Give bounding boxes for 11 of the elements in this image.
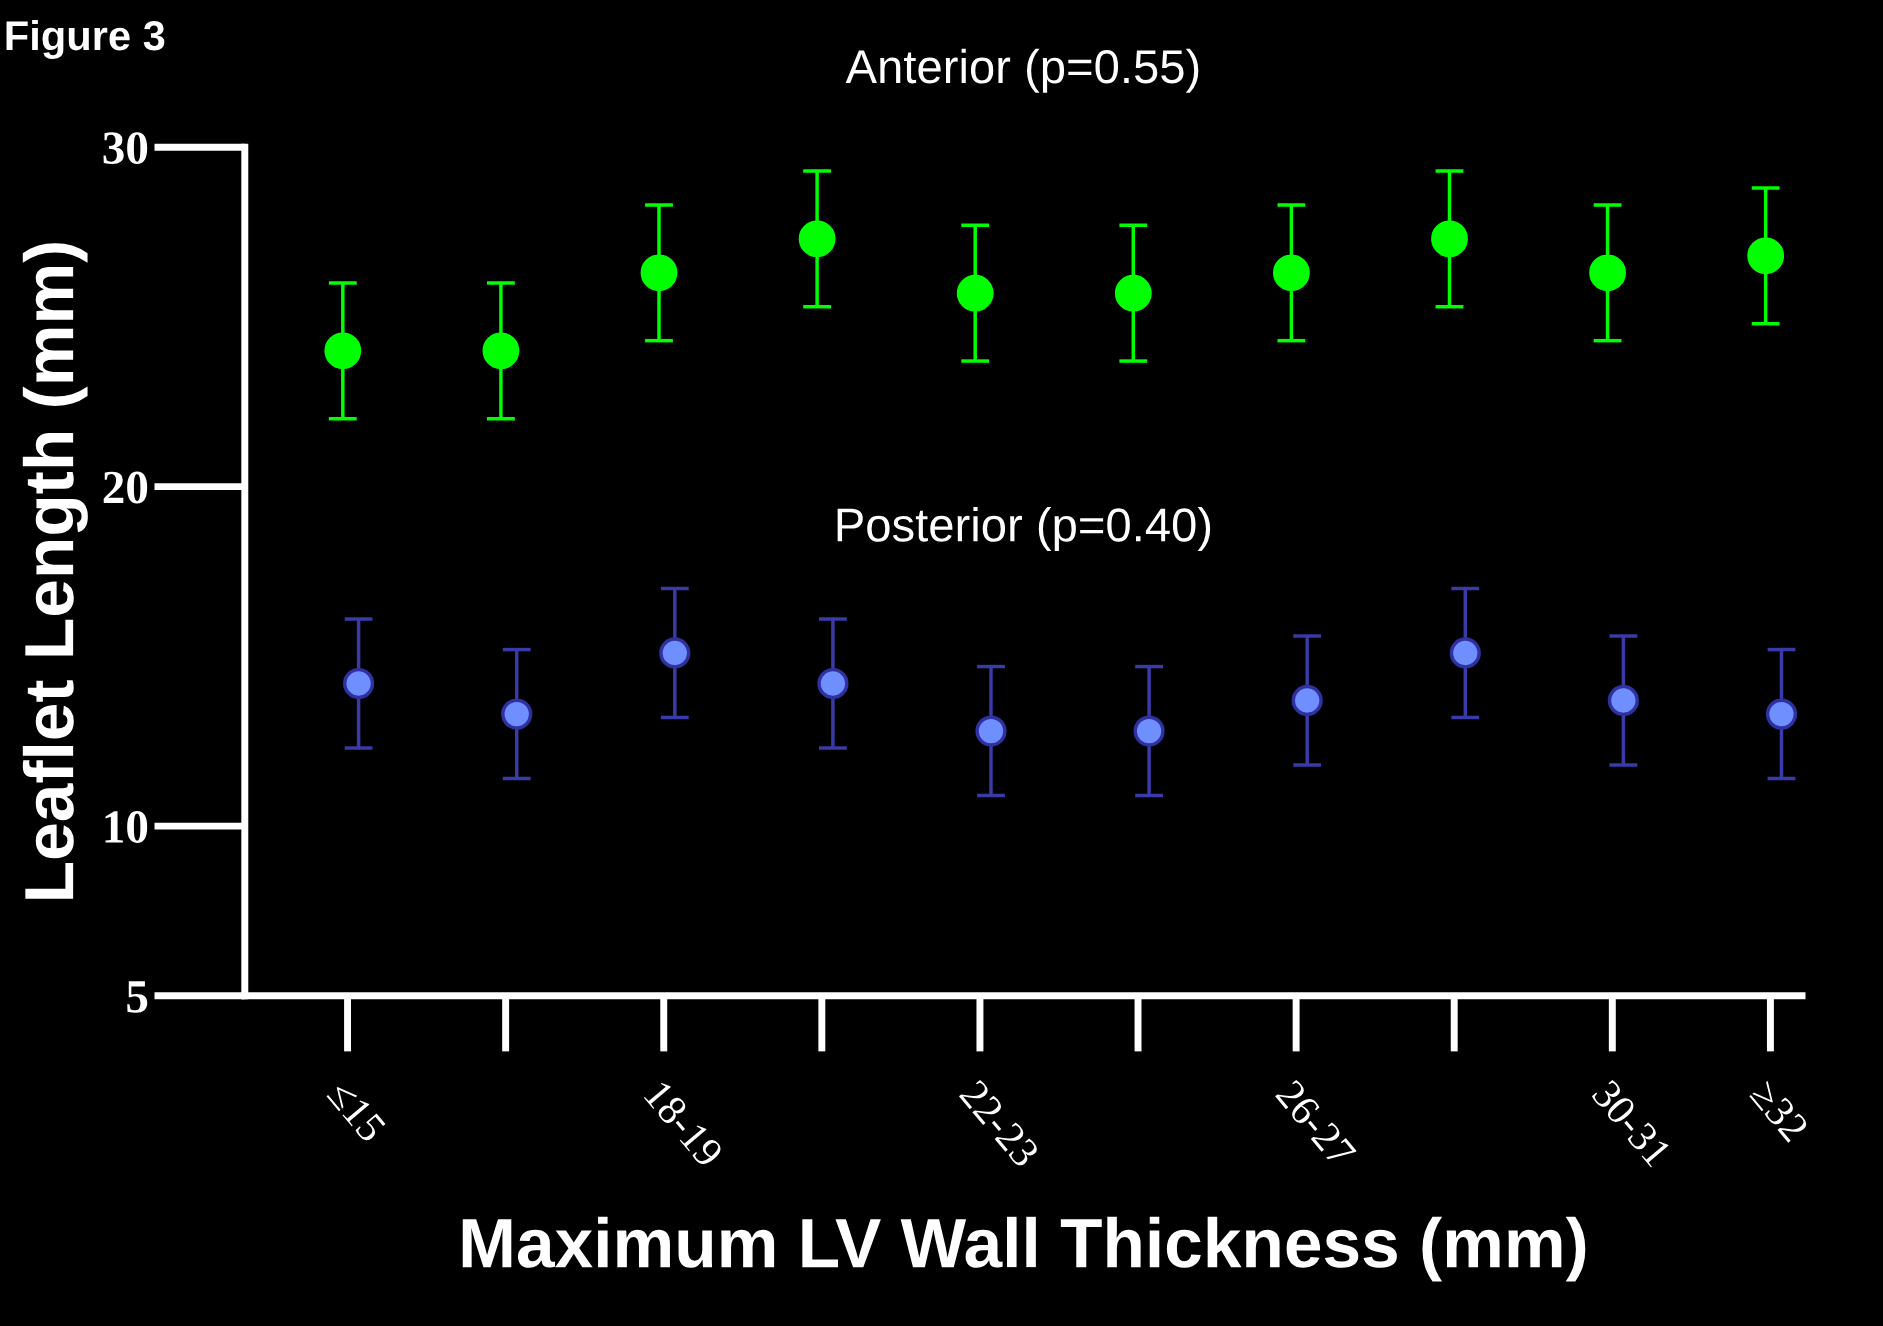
x-tick-label: ≤15	[326, 1078, 387, 1144]
y-axis-title: Leaflet Length (mm)	[22, 243, 88, 899]
chart-title: Figure 3	[6, 19, 165, 59]
y-tick-label: 10	[105, 811, 148, 843]
x-tick-label: ≥32	[1749, 1078, 1810, 1143]
y-tick-label: 30	[103, 132, 148, 165]
text: Anterior (p=0.55)	[845, 48, 1199, 93]
y-tick-label: 5	[127, 981, 148, 1013]
x-axis-title: Maximum LV Wall Thickness (mm)	[462, 1216, 1586, 1282]
y-tick-label: 20	[103, 471, 148, 504]
annotation: Posterior (p=0.40)	[837, 507, 1211, 552]
